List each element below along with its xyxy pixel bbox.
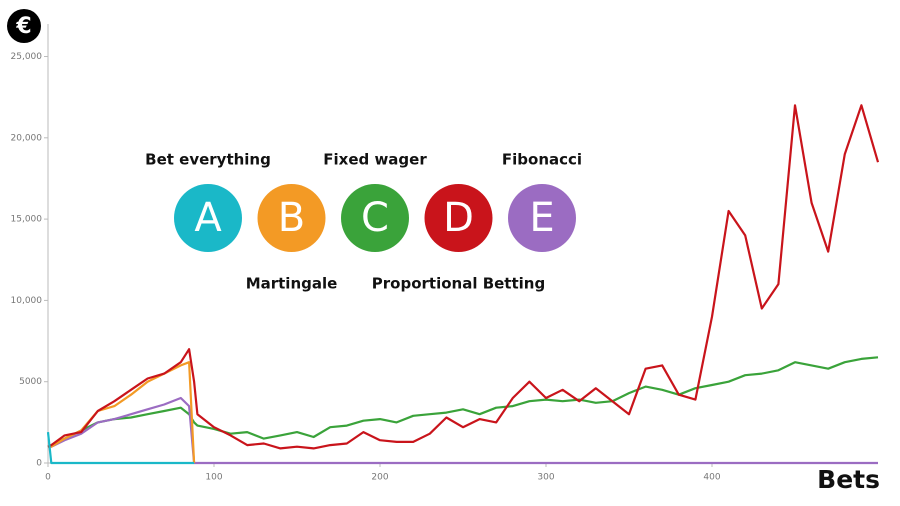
y-tick-label: 20,000 xyxy=(11,133,43,143)
legend-label: Bet everything xyxy=(145,151,271,169)
legend-marker xyxy=(508,184,576,252)
y-tick-label: 0 xyxy=(36,459,42,469)
y-tick-label: 15,000 xyxy=(11,215,43,225)
legend-letter: A xyxy=(194,195,222,241)
x-label: Bets xyxy=(817,465,880,494)
legend-label: Proportional Betting xyxy=(372,275,545,293)
legend-letter: E xyxy=(529,195,554,241)
legend-marker xyxy=(257,184,326,252)
x-tick-label: 100 xyxy=(205,473,222,483)
series-line xyxy=(46,431,195,465)
x-tick-label: 0 xyxy=(45,473,51,483)
series-line xyxy=(47,104,880,450)
y-label-icon xyxy=(7,9,41,43)
x-tick-label: 200 xyxy=(371,473,388,483)
legend-marker xyxy=(174,184,242,252)
legend-letter: B xyxy=(278,195,305,241)
x-tick-label: 300 xyxy=(537,473,554,483)
legend-label: Fixed wager xyxy=(323,151,427,169)
legend-marker xyxy=(341,184,409,252)
series-line xyxy=(48,396,878,465)
legend-letter: D xyxy=(443,195,474,241)
y-tick-label: 25,000 xyxy=(11,52,43,62)
legend-marker xyxy=(424,184,493,252)
series-line xyxy=(47,356,879,448)
legend-label: Martingale xyxy=(246,275,338,293)
y-tick-label: 5000 xyxy=(19,377,42,387)
y-tick-label: 10,000 xyxy=(11,296,43,306)
legend-letter: C xyxy=(361,195,389,241)
y-label: € xyxy=(15,14,31,39)
legend-label: Fibonacci xyxy=(502,151,582,169)
series-line xyxy=(48,361,196,464)
x-tick-label: 400 xyxy=(703,473,720,483)
